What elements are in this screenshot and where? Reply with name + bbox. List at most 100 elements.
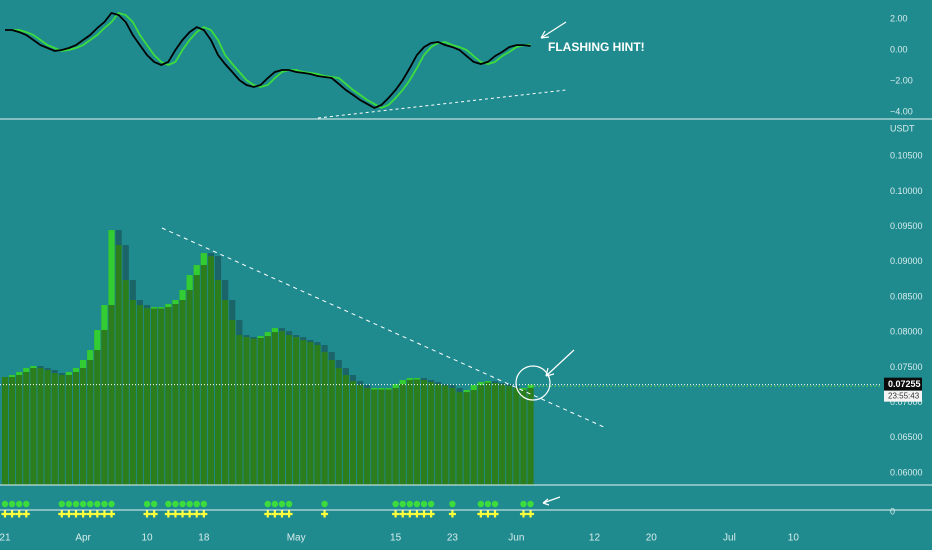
bar-change-cap (420, 378, 428, 381)
x-tick-label: Apr (75, 533, 91, 544)
bar (165, 304, 172, 485)
bar-change-cap (335, 360, 342, 369)
bar (399, 380, 406, 485)
signal-cross (420, 510, 428, 518)
bar (356, 385, 364, 485)
signal-cross (15, 510, 23, 518)
bar (243, 337, 250, 485)
signal-cross (399, 510, 407, 518)
bar (470, 385, 477, 485)
signal-cross (519, 510, 527, 518)
signal-dot (15, 500, 23, 508)
y-tick-label: 0.10000 (890, 186, 923, 196)
price-tag-label: 0.07255 (888, 379, 921, 389)
signal-dot (200, 500, 208, 508)
signal-cross (58, 510, 66, 518)
signal-cross (448, 510, 456, 518)
y-unit: USDT (890, 123, 915, 133)
y-tick-label: 0.07500 (890, 362, 923, 372)
bar (477, 382, 484, 485)
signal-cross (477, 510, 485, 518)
signal-dot (172, 500, 179, 508)
x-tick-label: Jul (723, 533, 736, 544)
bar (506, 386, 513, 485)
signal-dot (264, 500, 271, 508)
bar-change-cap (477, 382, 484, 386)
signal-cross (150, 510, 158, 518)
bar-change-cap (136, 300, 144, 306)
bar-change-cap (349, 375, 357, 382)
bar (314, 345, 321, 485)
y-tick-label: 0.00 (890, 44, 908, 54)
signal-dot (484, 500, 492, 508)
y-tick-label: 0.10500 (890, 151, 923, 161)
x-tick-label: 10 (141, 533, 153, 544)
bar (37, 368, 44, 485)
bar (264, 332, 271, 485)
bar (456, 392, 463, 485)
bar (442, 385, 449, 485)
signal-dot (179, 500, 186, 508)
x-tick-label: 10 (788, 533, 800, 544)
bar-change-cap (94, 330, 101, 351)
bar-change-cap (158, 307, 165, 309)
x-tick-label: 20 (646, 533, 658, 544)
arrow (540, 21, 567, 39)
bar (499, 384, 506, 485)
bar (428, 382, 435, 485)
bar (392, 384, 399, 485)
y-tick-label: 2.00 (890, 13, 908, 23)
bar-change-cap (435, 382, 442, 385)
bar (491, 383, 499, 485)
bar-change-cap (456, 388, 463, 393)
x-tick-label: 18 (198, 533, 210, 544)
bar-change-cap (293, 335, 300, 338)
bar-change-cap (58, 373, 65, 376)
bar (520, 388, 527, 485)
signal-cross (86, 510, 94, 518)
bar (101, 305, 108, 485)
signal-dot (527, 500, 534, 508)
bar (378, 388, 385, 485)
bar (79, 360, 87, 485)
bar-change-cap (23, 368, 30, 372)
bar (222, 300, 229, 485)
trend-line (161, 227, 607, 429)
bar-change-cap (65, 371, 72, 376)
y-tick-label: 0.07000 (890, 397, 923, 407)
signal-cross (93, 510, 101, 518)
bar-change-cap (229, 300, 236, 321)
bar (271, 328, 278, 485)
x-tick-label: Jun (508, 533, 524, 544)
oscillator-line (5, 11, 531, 109)
bar (250, 338, 257, 485)
bar-change-cap (392, 384, 399, 389)
bar (435, 384, 442, 485)
bar (115, 245, 122, 485)
bar-change-cap (79, 360, 87, 369)
bar (87, 350, 94, 485)
signal-dot (150, 500, 158, 508)
signal-dot (285, 500, 293, 508)
bar-change-cap (87, 350, 94, 361)
signal-dot (1, 500, 9, 508)
bar (527, 384, 534, 485)
bar-change-cap (278, 328, 286, 332)
bar-change-cap (428, 380, 435, 383)
y-tick-label: −4.00 (890, 106, 913, 116)
bar (1, 376, 9, 485)
bar-change-cap (321, 345, 328, 353)
bar-change-cap (179, 290, 186, 301)
signal-dot (87, 500, 94, 508)
bar-change-cap (449, 385, 456, 389)
bar-change-cap (250, 337, 257, 339)
bar-change-cap (236, 320, 243, 336)
bar (236, 335, 243, 485)
signal-dot (72, 500, 80, 508)
countdown-label: 23:55:43 (888, 391, 920, 400)
bar-change-cap (300, 337, 307, 341)
signal-cross (413, 510, 421, 518)
signal-cross (491, 510, 499, 518)
signal-dot (399, 500, 406, 508)
